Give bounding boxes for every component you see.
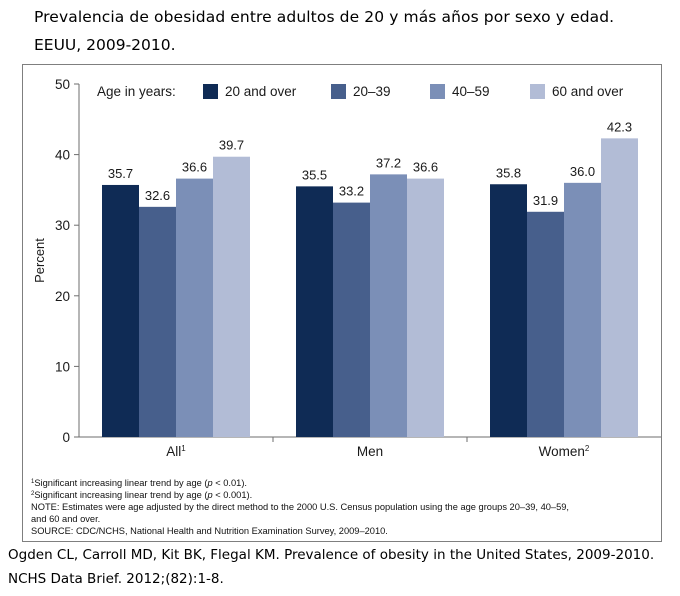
y-tick-label: 10 (55, 359, 70, 374)
note-line-2: and 60 and over. (31, 514, 101, 524)
bar (370, 174, 407, 438)
source-note: SOURCE: CDC/NCHS, National Health and Nu… (31, 526, 388, 536)
legend-label: 40–59 (452, 84, 490, 99)
bar (333, 202, 370, 437)
legend-swatch (331, 84, 346, 99)
y-tick-label: 50 (55, 77, 70, 92)
bar (139, 206, 176, 437)
legend-swatch (430, 84, 445, 99)
bar (407, 178, 444, 437)
bar (527, 211, 564, 437)
footnote-1-text-post: < 0.01). (212, 478, 248, 488)
x-tick-label: Women2 (539, 444, 590, 459)
legend-label: 20 and over (225, 84, 297, 99)
data-label: 36.0 (570, 164, 595, 179)
y-tick-label: 30 (55, 218, 70, 233)
footnote-1: 1Significant increasing linear trend by … (31, 477, 247, 489)
y-tick-label: 0 (62, 430, 70, 445)
footnote-1-p: p (207, 478, 213, 488)
legend-label: 60 and over (552, 84, 624, 99)
footnote-2-text-pre: Significant increasing linear trend by a… (34, 490, 208, 500)
figure-title: Prevalencia de obesidad entre adultos de… (34, 8, 615, 26)
footnote-2: 2Significant increasing linear trend by … (31, 489, 252, 501)
bar (102, 184, 139, 437)
data-label: 32.6 (145, 188, 170, 203)
bar (564, 182, 601, 437)
bar (296, 186, 333, 437)
citation-line-2: NCHS Data Brief. 2012;(82):1-8. (8, 571, 224, 587)
legend-swatch (203, 84, 218, 99)
citation-line-1: Ogden CL, Carroll MD, Kit BK, Flegal KM.… (8, 547, 655, 563)
legend-label: 20–39 (353, 84, 391, 99)
bar (490, 184, 527, 437)
x-tick-superscript: 1 (181, 444, 186, 453)
bar-chart: 0 10 20 30 40 50 Percent 35.7 32.6 36.6 39.7 All1 35… (32, 77, 661, 459)
data-label: 33.2 (339, 184, 364, 199)
data-label: 36.6 (413, 160, 438, 175)
y-axis-title: Percent (32, 238, 47, 283)
data-label: 35.7 (108, 166, 133, 181)
x-tick-label: Men (357, 444, 383, 459)
footnote-1-text-pre: Significant increasing linear trend by a… (34, 478, 208, 488)
footnote-2-text-post: < 0.001). (212, 490, 253, 500)
data-label: 42.3 (607, 119, 632, 134)
x-tick-superscript: 2 (585, 444, 590, 453)
note-line-1: NOTE: Estimates were age adjusted by the… (31, 502, 570, 512)
chart-frame: 0 10 20 30 40 50 Percent 35.7 32.6 36.6 39.7 All1 35… (22, 64, 662, 542)
y-tick-label: 20 (55, 289, 70, 304)
legend-swatch (530, 84, 545, 99)
y-tick-label: 40 (55, 148, 70, 163)
data-label: 37.2 (376, 155, 401, 170)
bar (213, 156, 250, 437)
footnote-1-mark: 1 (31, 479, 35, 485)
footnote-2-mark: 2 (31, 491, 35, 497)
legend-title: Age in years: (97, 84, 176, 99)
footnote-2-p: p (207, 490, 213, 500)
x-tick-label: All1 (166, 444, 186, 459)
bar (601, 138, 638, 437)
data-label: 35.5 (302, 167, 327, 182)
data-label: 35.8 (496, 165, 521, 180)
bar (176, 178, 213, 437)
data-label: 36.6 (182, 160, 207, 175)
data-label: 31.9 (533, 193, 558, 208)
data-label: 39.7 (219, 138, 244, 153)
figure-subtitle: EEUU, 2009-2010. (34, 36, 176, 54)
